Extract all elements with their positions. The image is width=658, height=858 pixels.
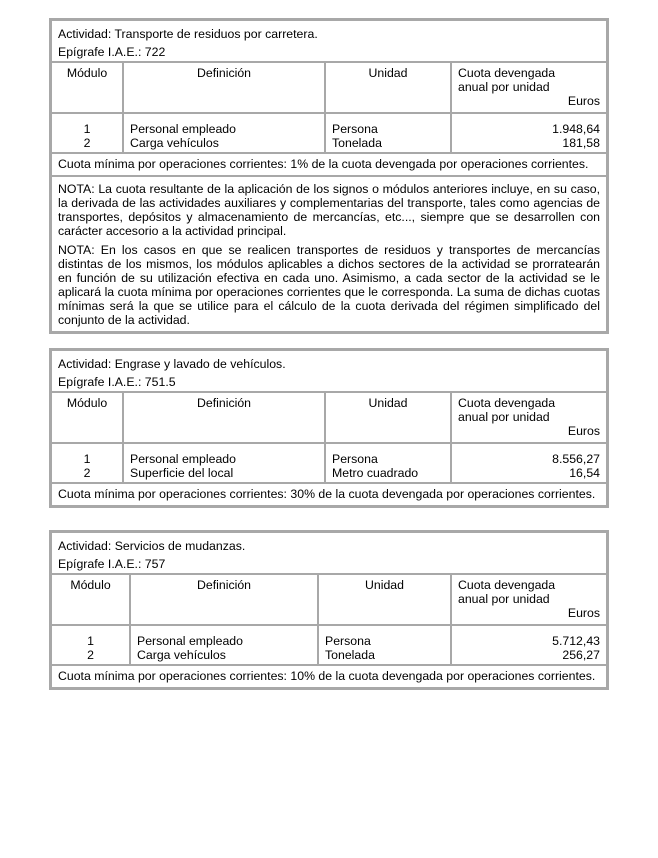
actividad-title: Actividad: Engrase y lavado de vehículos… xyxy=(58,357,286,371)
nota-paragraph: NOTA: En los casos en que se realicen tr… xyxy=(58,243,600,327)
cell-modulo: 2 xyxy=(83,466,91,480)
cell-definicion: Superficie del local xyxy=(130,466,234,480)
col-cuota: 5.712,43 256,27 xyxy=(451,625,606,666)
cell-unidad: Persona xyxy=(332,122,378,136)
cell-definicion: Personal empleado xyxy=(130,122,236,136)
cell-cuota: 256,27 xyxy=(562,648,600,662)
cell-cuota: 5.712,43 xyxy=(552,634,600,648)
col-unidad: Persona Tonelada xyxy=(318,625,452,666)
header-row: Módulo Definición Unidad Cuota devengada… xyxy=(52,574,606,626)
col-definicion: Personal empleado Superficie del local xyxy=(123,443,326,484)
activity-table: Actividad: Transporte de residuos por ca… xyxy=(49,18,609,334)
cell-cuota: 8.556,27 xyxy=(552,452,600,466)
header-euros: Euros xyxy=(567,606,600,620)
cell-unidad: Metro cuadrado xyxy=(332,466,419,480)
cell-definicion: Personal empleado xyxy=(137,634,243,648)
cell-unidad: Persona xyxy=(325,634,371,648)
cell-modulo: 1 xyxy=(83,122,91,136)
header-definicion: Definición xyxy=(123,392,326,444)
header-unidad: Unidad xyxy=(325,62,452,114)
header-cuota: Cuota devengada anual por unidad Euros xyxy=(451,574,606,626)
activity-table: Actividad: Servicios de mudanzas. Epígra… xyxy=(49,530,609,690)
cell-modulo: 1 xyxy=(83,452,91,466)
cell-modulo: 1 xyxy=(87,634,94,648)
cuota-minima: Cuota mínima por operaciones corrientes:… xyxy=(52,153,606,177)
header-definicion: Definición xyxy=(123,62,326,114)
cell-definicion: Carga vehículos xyxy=(137,648,226,662)
actividad-title: Actividad: Servicios de mudanzas. xyxy=(58,539,246,553)
header-row: Módulo Definición Unidad Cuota devengada… xyxy=(52,392,606,444)
header-euros: Euros xyxy=(567,94,600,108)
col-cuota: 1.948,64 181,58 xyxy=(451,113,606,154)
data-rows: 1 2 Personal empleado Carga vehículos Person… xyxy=(52,113,606,154)
header-modulo: Módulo xyxy=(52,574,131,626)
header-cuota: Cuota devengada anual por unidad Euros xyxy=(451,62,606,114)
col-cuota: 8.556,27 16,54 xyxy=(451,443,606,484)
header-definicion: Definición xyxy=(130,574,319,626)
cell-cuota: 181,58 xyxy=(562,136,600,150)
col-unidad: Persona Tonelada xyxy=(325,113,452,154)
header-euros: Euros xyxy=(567,424,600,438)
cell-definicion: Personal empleado xyxy=(130,452,236,466)
col-definicion: Personal empleado Carga vehículos xyxy=(123,113,326,154)
cell-unidad: Tonelada xyxy=(332,136,382,150)
header-row: Módulo Definición Unidad Cuota devengada… xyxy=(52,62,606,114)
header-cuota-label: Cuota devengada anual por unidad xyxy=(458,578,556,606)
cell-modulo: 2 xyxy=(87,648,94,662)
cell-modulo: 2 xyxy=(83,136,91,150)
header-unidad: Unidad xyxy=(325,392,452,444)
header-cuota-label: Cuota devengada anual por unidad xyxy=(458,66,556,94)
activity-table: Actividad: Engrase y lavado de vehículos… xyxy=(49,348,609,508)
data-rows: 1 2 Personal empleado Superficie del local P… xyxy=(52,443,606,484)
epigrafe: Epígrafe I.A.E.: 757 xyxy=(52,557,606,575)
header-cuota-label: Cuota devengada anual por unidad xyxy=(458,396,556,424)
cell-unidad: Persona xyxy=(332,452,378,466)
col-unidad: Persona Metro cuadrado xyxy=(325,443,452,484)
cell-cuota: 1.948,64 xyxy=(552,122,600,136)
epigrafe: Epígrafe I.A.E.: 722 xyxy=(52,45,606,63)
header-modulo: Módulo xyxy=(52,62,124,114)
cuota-minima: Cuota mínima por operaciones corrientes:… xyxy=(58,669,596,683)
actividad-title: Actividad: Transporte de residuos por ca… xyxy=(58,27,318,41)
col-definicion: Personal empleado Carga vehículos xyxy=(130,625,319,666)
cell-cuota: 16,54 xyxy=(569,466,600,480)
header-unidad: Unidad xyxy=(318,574,452,626)
notas: NOTA: La cuota resultante de la aplicaci… xyxy=(52,176,606,331)
header-modulo: Módulo xyxy=(52,392,124,444)
nota-paragraph: NOTA: La cuota resultante de la aplicaci… xyxy=(58,182,600,238)
epigrafe: Epígrafe I.A.E.: 751.5 xyxy=(52,375,606,393)
cuota-minima: Cuota mínima por operaciones corrientes:… xyxy=(58,487,596,501)
data-rows: 1 2 Personal empleado Carga vehículos Person… xyxy=(52,625,606,666)
header-cuota: Cuota devengada anual por unidad Euros xyxy=(451,392,606,444)
cell-definicion: Carga vehículos xyxy=(130,136,219,150)
cell-unidad: Tonelada xyxy=(325,648,375,662)
